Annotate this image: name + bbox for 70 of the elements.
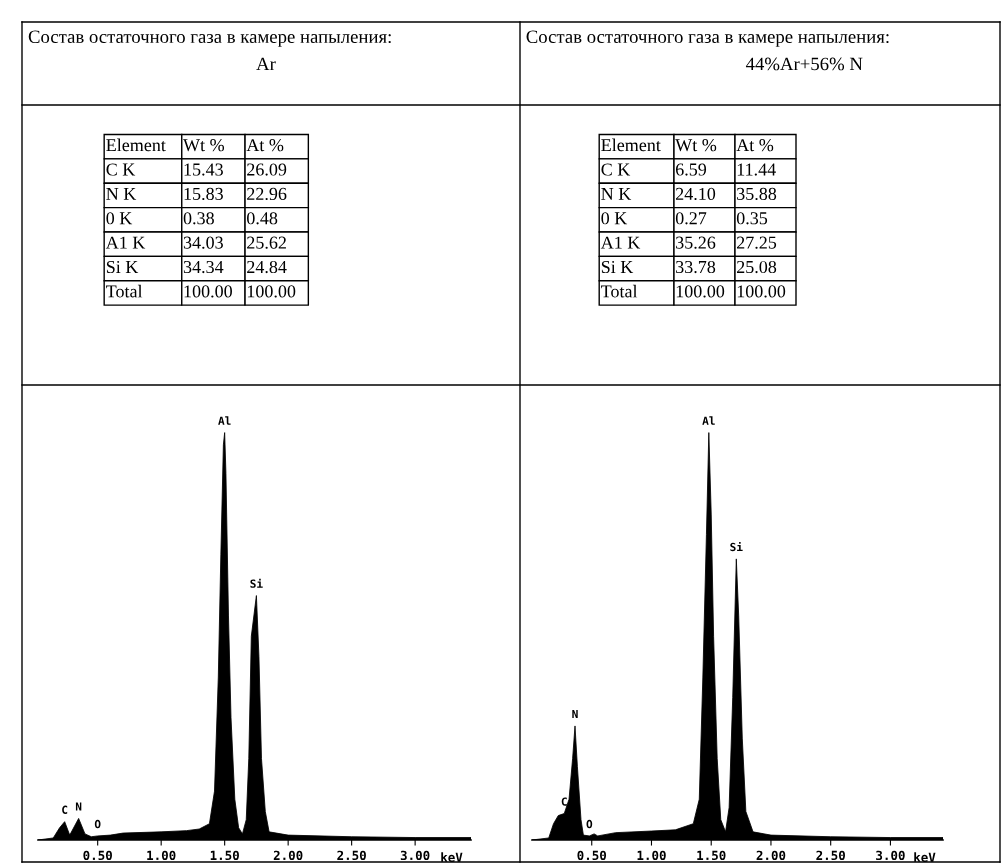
x-tick-label: 3.00 [876,850,905,861]
annotation: C [62,805,68,814]
text: 6.59 [675,163,707,176]
text: 0.27 [675,212,707,225]
annotation: Si [730,541,743,552]
text: A1 K [105,236,146,249]
text: Total [601,284,638,298]
text: At % [736,139,774,152]
text: 100.00 [737,285,786,298]
text: At % [246,139,284,152]
text: 33.78 [676,260,716,274]
text: 100.00 [247,285,296,298]
text: 11.44 [737,163,776,176]
text: 0 K [106,212,133,225]
text: 100.00 [184,285,232,298]
text: 24.10 [676,187,716,201]
text: 0 K [601,212,628,225]
annotation: C [561,797,567,806]
text: Total [106,284,143,298]
annotation: Al [702,416,715,425]
x-tick-label: 2.50 [337,850,366,861]
text: 15.43 [184,163,223,176]
x-tick-label: 1.00 [637,850,666,861]
x-tick-label: 1.50 [210,850,239,861]
text: 35.26 [676,236,716,249]
annotation: O [586,819,593,829]
x-tick-label: 2.50 [816,850,845,861]
text: Element [106,138,166,152]
x-axis-title: keV [441,852,463,862]
text: N K [601,187,632,200]
x-tick-label: 1.50 [697,850,726,861]
text: 35.88 [737,187,777,201]
annotation: Si [250,578,263,588]
x-axis-title: keV [914,852,936,862]
text: N K [106,187,137,200]
text: Wt % [183,139,225,152]
text: 25.62 [247,236,286,249]
text: 27.25 [737,236,777,249]
text: 34.34 [183,260,224,274]
x-tick-label: 0.50 [577,850,607,861]
text: 44%Ar+56% N [745,57,863,71]
x-tick-label: 1.00 [147,850,176,861]
text: 22.96 [247,187,287,201]
text: Element [601,138,661,152]
annotation: N [572,709,578,719]
text: 26.09 [247,163,287,176]
annotation: O [94,819,101,829]
text: Si K [106,260,139,274]
text: C K [106,163,136,176]
x-tick-label: 2.00 [756,850,786,861]
text: Ar [256,57,276,71]
text: Si K [601,260,634,274]
text: 34.03 [183,236,223,249]
text: C K [601,163,631,176]
text: Wt % [675,139,717,152]
annotation: N [75,802,82,811]
text: 25.08 [737,260,777,274]
text: A1 K [600,236,641,249]
x-tick-label: 2.00 [273,850,303,861]
text: 15.83 [184,187,223,201]
text: 0.38 [183,212,214,225]
text: 24.84 [247,260,287,274]
x-tick-label: 0.50 [83,850,112,861]
x-tick-label: 3.00 [400,850,430,861]
text: 0.48 [247,212,278,225]
text: Состав остаточного газа в камере напыления: [526,30,889,47]
text: Состав остаточного газа в камере напыления: [28,30,391,47]
annotation: Al [218,416,231,425]
text: 0.35 [736,212,768,225]
text: 100.00 [676,285,725,298]
